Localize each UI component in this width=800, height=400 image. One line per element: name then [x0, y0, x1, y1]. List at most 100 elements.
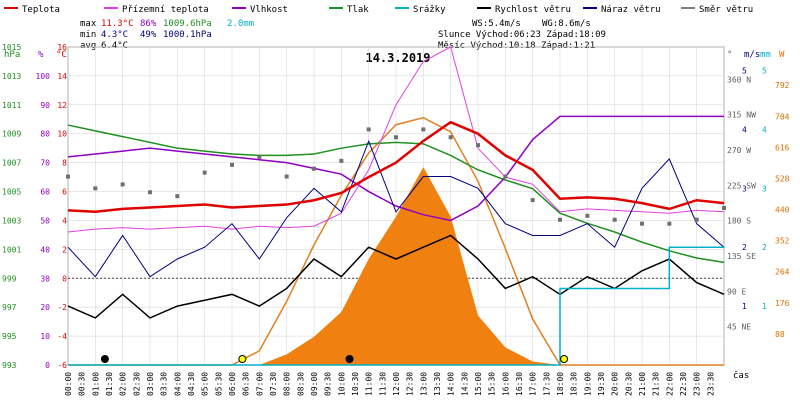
- wind-direction-point: [503, 174, 508, 179]
- humidity-line: [67, 115, 724, 222]
- wind-direction-point: [558, 217, 562, 222]
- x-tick-label: 14:00: [447, 372, 456, 396]
- hpa-tick-label: 1001: [2, 245, 21, 254]
- x-tick-label: 17:00: [529, 372, 538, 396]
- x-tick-label: 21:30: [652, 372, 661, 396]
- temp-tick-label: -4: [57, 332, 67, 341]
- direction-tick-label: 360 N: [727, 75, 751, 84]
- pct-tick-label: 90: [40, 101, 50, 110]
- pct-tick-label: 70: [40, 159, 50, 168]
- temp-tick-label: 16: [57, 43, 67, 52]
- legend-label: Tlak: [347, 5, 369, 15]
- wind-direction-point: [230, 162, 234, 167]
- ms-tick-label: 4: [742, 125, 747, 134]
- legend-item: Směr větru: [681, 5, 753, 15]
- ms-tick-label: 2: [742, 243, 747, 252]
- temperature-line: [67, 120, 725, 214]
- legend-label: Teplota: [22, 5, 60, 15]
- pressure-line: [67, 124, 725, 264]
- wm2-tick-label: 264: [775, 268, 790, 277]
- wind-direction-point: [93, 186, 98, 191]
- plot-series: [66, 46, 726, 366]
- temp-tick-label: -2: [57, 303, 67, 312]
- wind-direction-point: [640, 221, 644, 226]
- x-tick-label: 01:00: [91, 372, 100, 396]
- unit-degc: °C: [56, 50, 67, 60]
- axes: 9939959979991001100310051007100910111013…: [2, 43, 790, 396]
- wind-direction-point: [448, 135, 453, 140]
- x-tick-label: 08:30: [296, 372, 305, 396]
- wind-direction-point: [339, 158, 344, 163]
- wind-direction-point: [530, 198, 535, 203]
- wind-direction-point: [476, 143, 480, 148]
- x-tick-label: 18:00: [556, 372, 565, 396]
- legend-item: Přízemní teplota: [104, 5, 209, 15]
- direction-tick-label: 90 E: [727, 287, 746, 296]
- x-axis-unit: čas: [733, 370, 749, 381]
- x-tick-label: 23:30: [706, 372, 715, 396]
- x-tick-label: 00:30: [78, 372, 87, 396]
- x-tick-label: 07:30: [269, 372, 278, 396]
- direction-tick-label: 45 NE: [727, 323, 751, 332]
- temp-tick-label: 0: [62, 274, 67, 283]
- x-tick-label: 06:00: [228, 372, 237, 396]
- x-tick-label: 13:30: [433, 372, 442, 396]
- x-tick-label: 05:30: [214, 372, 223, 396]
- temp-tick-label: 2: [62, 245, 67, 254]
- sunset-marker: [560, 355, 569, 363]
- x-tick-label: 09:30: [324, 372, 333, 396]
- x-tick-label: 11:00: [365, 372, 374, 396]
- legend-label: Směr větru: [699, 5, 753, 15]
- pct-tick-label: 100: [36, 72, 51, 81]
- x-tick-label: 08:00: [283, 372, 292, 396]
- x-tick-label: 20:00: [611, 372, 620, 396]
- direction-tick-label: 315 NW: [727, 111, 756, 120]
- pct-tick-label: 50: [40, 216, 50, 225]
- pct-tick-label: 40: [40, 245, 50, 254]
- pct-tick-label: 20: [40, 303, 50, 312]
- legend-label: Srážky: [413, 5, 446, 15]
- x-tick-label: 10:00: [337, 372, 346, 396]
- mm-tick-label: 2: [762, 243, 767, 252]
- x-tick-label: 11:30: [378, 372, 387, 396]
- x-tick-label: 16:30: [515, 372, 524, 396]
- legend-item: Rychlost větru: [477, 5, 571, 15]
- wm2-tick-label: 528: [775, 174, 790, 183]
- wind-gust-line: [67, 139, 725, 278]
- stat-max-rain: 2.0mm: [227, 19, 254, 29]
- direction-tick-label: 135 SE: [727, 252, 756, 261]
- legend: Teplota Přízemní teplota Vlhkost Tlak Srážky…: [4, 5, 753, 15]
- hpa-tick-label: 1011: [2, 101, 21, 110]
- wind-direction-point: [148, 190, 152, 195]
- ground-temperature-line: [67, 46, 725, 233]
- wm2-tick-label: 88: [775, 330, 785, 339]
- stat-max-hum: 86%: [140, 19, 157, 29]
- unit-hpa: hPa: [4, 50, 20, 60]
- ms-tick-label: 3: [742, 184, 747, 193]
- hpa-tick-label: 1013: [2, 72, 21, 81]
- legend-item: Teplota: [4, 5, 60, 15]
- x-tick-label: 02:30: [132, 372, 141, 396]
- mm-tick-label: 3: [762, 184, 767, 193]
- wm2-tick-label: 440: [775, 206, 790, 215]
- x-tick-label: 06:30: [242, 372, 251, 396]
- x-tick-label: 00:00: [64, 372, 73, 396]
- wind-direction-point: [257, 154, 262, 159]
- mm-tick-label: 4: [762, 125, 767, 134]
- temp-tick-label: -6: [57, 361, 67, 370]
- legend-label: Náraz větru: [601, 5, 661, 15]
- wind-direction-point: [120, 182, 125, 187]
- legend-item: Náraz větru: [583, 5, 661, 15]
- direction-tick-label: 270 W: [727, 146, 751, 155]
- info-block: WS:5.4m/s WG:8.6m/s Slunce Východ:06:23 …: [438, 19, 606, 51]
- x-tick-label: 14:30: [460, 372, 469, 396]
- x-tick-label: 18:30: [570, 372, 579, 396]
- wind-direction-point: [394, 135, 398, 140]
- x-tick-label: 21:00: [638, 372, 647, 396]
- x-tick-label: 19:00: [583, 372, 592, 396]
- direction-tick-label: 180 S: [727, 217, 751, 226]
- hpa-tick-label: 1007: [2, 159, 21, 168]
- wind-direction-point: [66, 174, 70, 179]
- temp-tick-label: 4: [62, 216, 67, 225]
